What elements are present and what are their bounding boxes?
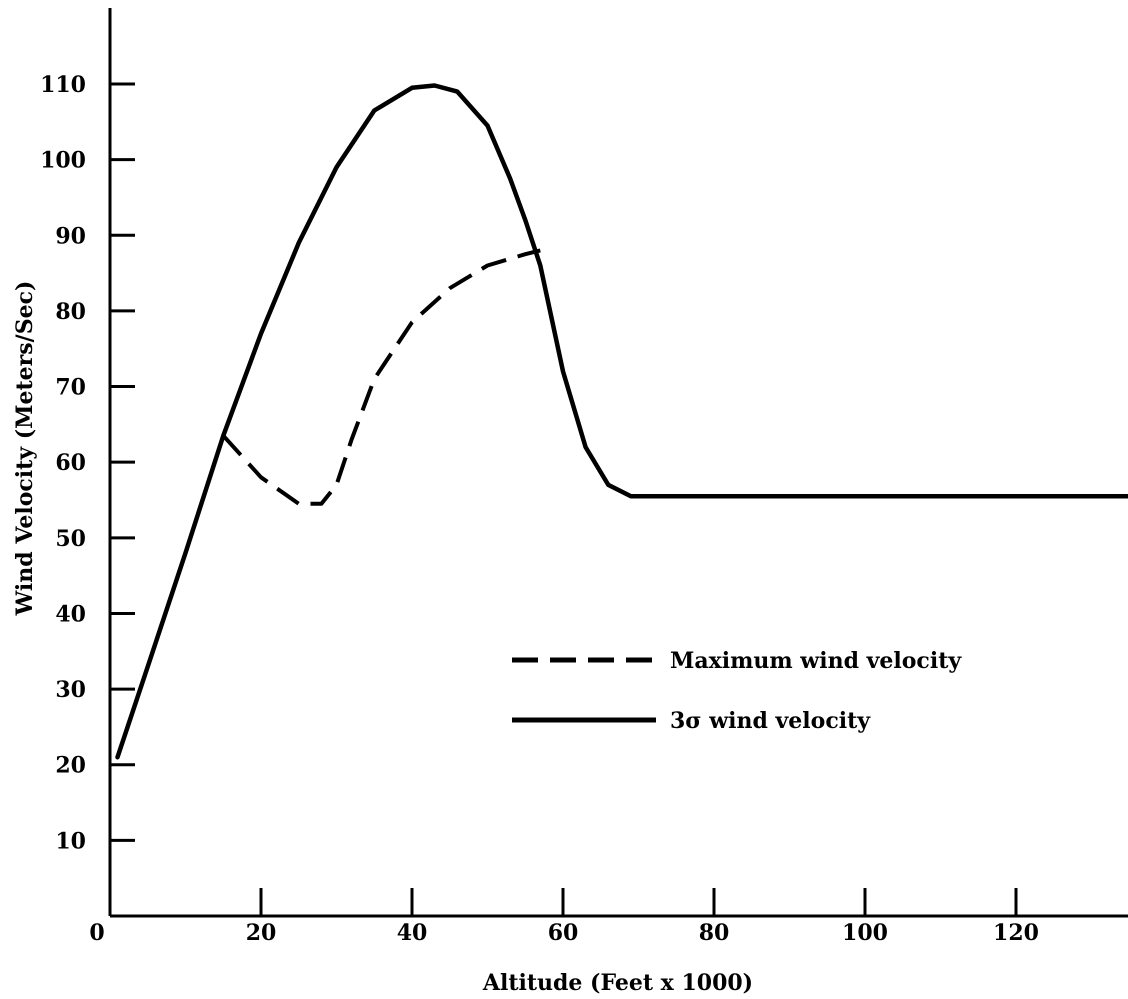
- y-tick-label: 40: [55, 601, 86, 627]
- y-tick-label: 110: [40, 72, 86, 98]
- x-tick-label: 80: [699, 920, 730, 946]
- axes: [108, 8, 1128, 918]
- y-tick-label: 10: [55, 828, 86, 854]
- x-tick-label: 100: [842, 920, 888, 946]
- x-tick-label: 0: [89, 920, 104, 946]
- x-tick-label: 60: [548, 920, 579, 946]
- x-tick-label: 20: [246, 920, 277, 946]
- legend-label: 3σ wind velocity: [670, 708, 871, 734]
- y-tick-label: 80: [55, 299, 86, 325]
- y-tick-label: 70: [55, 375, 86, 401]
- x-axis-title: Altitude (Feet x 1000): [482, 970, 753, 996]
- series-3sigma-wind-velocity: [115, 83, 1128, 760]
- x-tick-label: 40: [397, 920, 428, 946]
- y-tick-label: 100: [40, 148, 86, 174]
- y-tick-label: 90: [55, 223, 86, 249]
- y-axis-title: Wind Velocity (Meters/Sec): [12, 281, 38, 617]
- series-maximum-wind-velocity: [221, 248, 541, 506]
- legend-label: Maximum wind velocity: [670, 648, 962, 674]
- y-tick-label: 60: [55, 450, 86, 476]
- y-tick-label: 50: [55, 526, 86, 552]
- x-tick-label: 120: [993, 920, 1039, 946]
- legend: Maximum wind velocity 3σ wind velocity: [512, 648, 962, 734]
- series-group: [115, 83, 1128, 760]
- y-tick-label: 20: [55, 753, 86, 779]
- ticks: 0 20 40 60 80 100 120 10 20 30 40 50 60 70 80 90 100 110: [40, 72, 1039, 946]
- y-tick-label: 30: [55, 677, 86, 703]
